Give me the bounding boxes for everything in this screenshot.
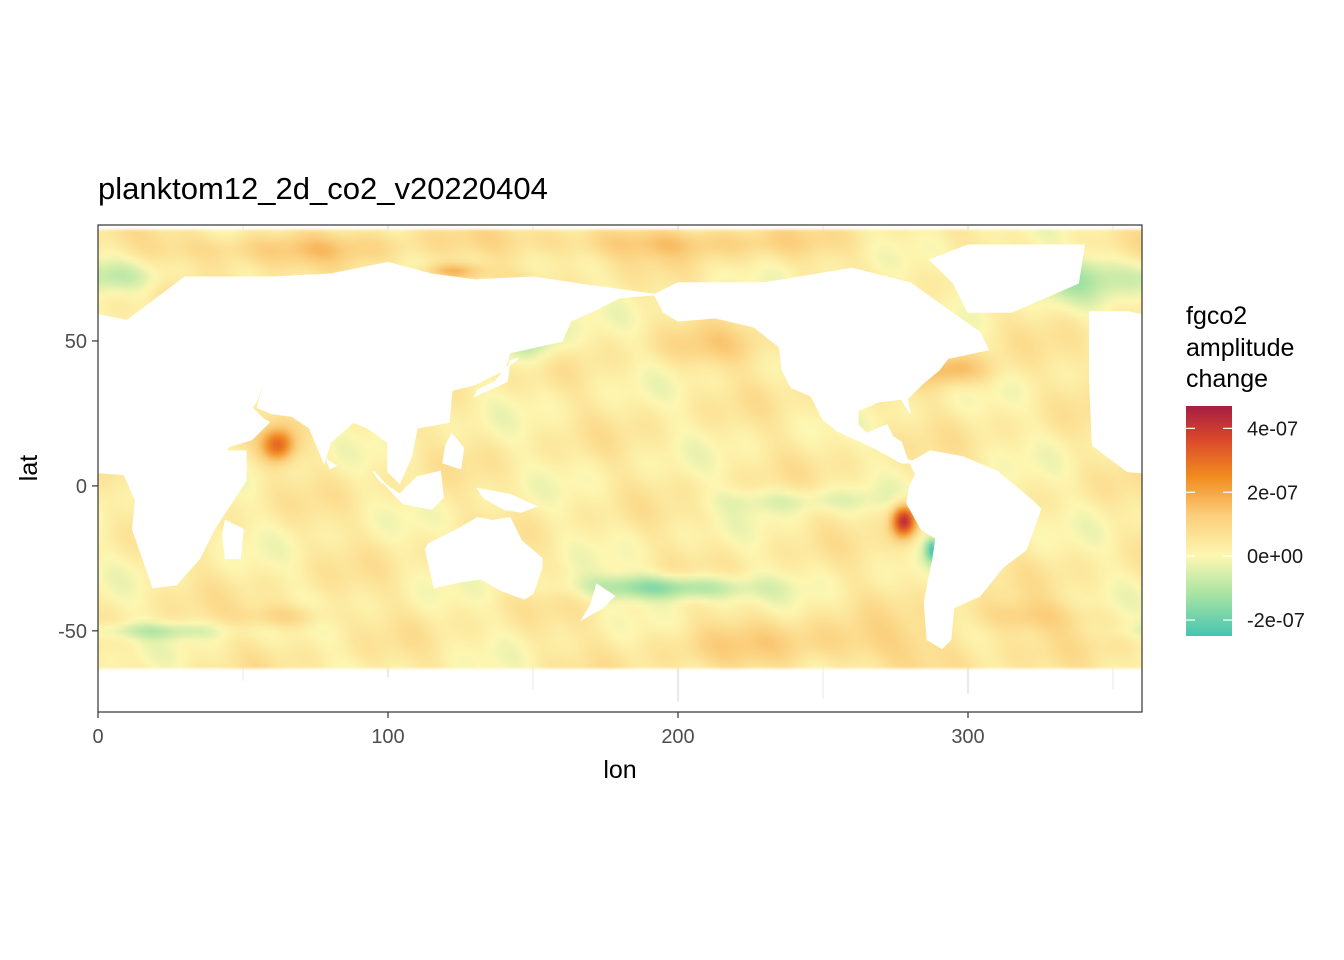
- landmass-africa-europe-wrap: [1089, 311, 1142, 474]
- y-tick-label: -50: [58, 621, 87, 643]
- landmass-sumatra-borneo: [372, 470, 444, 510]
- landmass-greenland: [928, 244, 1085, 313]
- landmass-uk: [1123, 316, 1140, 343]
- plot-panel: [97, 224, 1143, 713]
- landmass-new-guinea: [476, 487, 538, 513]
- x-axis-title: lon: [603, 756, 636, 784]
- panel-border: [97, 224, 1143, 713]
- y-tick-label: 0: [76, 476, 87, 498]
- y-axis-title: lat: [15, 455, 43, 481]
- land-mask: [98, 244, 1142, 712]
- landmass-india-island: [325, 457, 338, 470]
- x-tick-label: 100: [371, 726, 404, 748]
- landmass-japan: [473, 357, 519, 398]
- colorbar-tick-label: 2e-07: [1247, 482, 1298, 504]
- x-tick-label: 300: [951, 726, 984, 748]
- landmass-arabia: [198, 398, 271, 450]
- chart-title: planktom12_2d_co2_v20220404: [98, 171, 548, 206]
- x-tick-label: 200: [661, 726, 694, 748]
- legend-title-line-1: fgco2: [1186, 302, 1247, 330]
- colorbar: [1186, 406, 1232, 636]
- legend-title-line-3: change: [1186, 365, 1268, 393]
- landmass-philippines: [442, 432, 465, 470]
- colorbar-ticks: 4e-07 2e-07 0e+00 -2e-07: [1186, 418, 1305, 632]
- landmass-antarctica: [98, 676, 1142, 712]
- landmass-asia: [256, 261, 655, 485]
- landmass-north-america: [653, 267, 990, 464]
- legend-title-line-2: amplitude: [1186, 334, 1294, 362]
- y-tick-label: 50: [65, 331, 87, 353]
- colorbar-legend: fgco2 amplitude change 4e-07 2e-07 0e+00 -2…: [1186, 302, 1305, 636]
- landmass-south-america: [906, 450, 1042, 650]
- colorbar-tick-label: -2e-07: [1247, 610, 1305, 632]
- y-axis: 50 0 -50: [58, 331, 98, 643]
- landmass-africa-europe: [98, 276, 273, 589]
- landmass-madagascar: [221, 519, 244, 560]
- colorbar-tick-label: 0e+00: [1247, 546, 1303, 568]
- x-tick-label: 0: [92, 726, 103, 748]
- landmass-new-zealand: [580, 583, 616, 622]
- colorbar-tick-label: 4e-07: [1247, 418, 1298, 440]
- landmass-australia: [424, 516, 543, 600]
- x-axis: 0 100 200 300: [92, 712, 985, 748]
